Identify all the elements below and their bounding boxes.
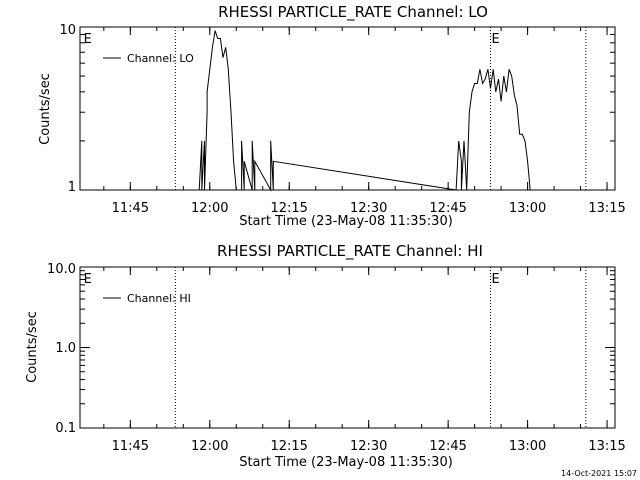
- x-tick-label-13:15: 13:15: [588, 439, 625, 454]
- y-tick-label-10: 10: [59, 23, 76, 38]
- y-tick-label-0.1: 0.1: [55, 421, 76, 436]
- y-tick-label-1: 1: [68, 180, 76, 195]
- chart-title-hi: RHESSI PARTICLE_RATE Channel: HI: [217, 242, 483, 261]
- legend-label-lo: Channel: LO: [127, 52, 194, 65]
- x-tick-label-12:30: 12:30: [350, 439, 387, 454]
- x-tick-label-12:00: 12:00: [191, 439, 228, 454]
- x-tick-label-13:15: 13:15: [588, 201, 625, 216]
- plot-frame-lo: [79, 26, 616, 191]
- x-tick-label-12:45: 12:45: [429, 201, 466, 216]
- y-tick-labels-lo: 10 1: [59, 23, 76, 195]
- x-tick-label-11:45: 11:45: [112, 439, 149, 454]
- x-tick-label-13:00: 13:00: [509, 201, 546, 216]
- y-axis-label-lo: Counts/sec: [38, 73, 53, 145]
- y-tick-label-1.0: 1.0: [55, 341, 76, 356]
- x-tick-label-11:45: 11:45: [112, 201, 149, 216]
- x-tick-label-12:15: 12:15: [270, 201, 307, 216]
- event-label: E: [84, 272, 92, 287]
- y-axis-label-hi: Counts/sec: [25, 311, 40, 383]
- x-tick-label-13:00: 13:00: [509, 439, 546, 454]
- x-tick-label-12:15: 12:15: [270, 439, 307, 454]
- panel-lo: RHESSI PARTICLE_RATE Channel: LO 10 1 Co…: [38, 3, 626, 229]
- x-tick-label-12:00: 12:00: [191, 201, 228, 216]
- series-line-0: [198, 30, 533, 192]
- y-tick-label-10.0: 10.0: [47, 262, 76, 277]
- x-axis-label-hi: Start Time (23-May-08 11:35:30): [239, 455, 453, 470]
- event-label: E: [492, 272, 500, 287]
- chart-title-lo: RHESSI PARTICLE_RATE Channel: LO: [218, 3, 488, 22]
- x-tick-label-12:45: 12:45: [429, 439, 466, 454]
- y-tick-labels-hi: 10.0 1.0 0.1: [47, 262, 76, 436]
- timestamp: 14-Oct-2021 15:07: [561, 469, 637, 478]
- panel-hi: RHESSI PARTICLE_RATE Channel: HI 10.0 1.…: [25, 242, 626, 470]
- x-tick-label-12:30: 12:30: [350, 201, 387, 216]
- event-label: E: [492, 32, 500, 47]
- x-axis-label-lo: Start Time (23-May-08 11:35:30): [239, 214, 453, 229]
- legend-label-hi: Channel: HI: [127, 292, 191, 305]
- event-label: E: [84, 32, 92, 47]
